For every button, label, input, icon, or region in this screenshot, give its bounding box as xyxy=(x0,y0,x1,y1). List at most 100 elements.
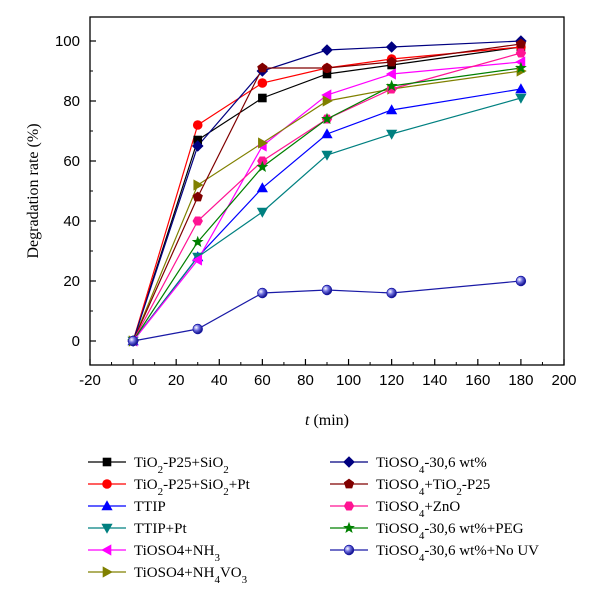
series-9-point-1 xyxy=(191,235,204,248)
x-tick-label-4: 60 xyxy=(254,372,271,389)
y-tick-label-0: 0 xyxy=(72,333,80,350)
series-10-point-4 xyxy=(386,287,397,299)
series-line-0 xyxy=(132,46,521,342)
series-7-point-3 xyxy=(321,62,333,73)
series-line-1 xyxy=(132,46,521,342)
x-tick-label-0: -20 xyxy=(79,372,101,389)
series-0-point-2 xyxy=(258,93,267,103)
legend-marker-2 xyxy=(101,500,113,511)
x-tick-label-3: 40 xyxy=(211,372,228,389)
legend-entry-8: TiOSO4+ZnO xyxy=(376,499,460,520)
y-axis-title: Degradation rate (%) xyxy=(25,123,42,258)
series-5-point-3 xyxy=(322,95,333,107)
y-tick-label-5: 100 xyxy=(55,33,80,50)
legend-entry-9: TiOSO4-30,6 wt%+PEG xyxy=(376,521,524,542)
series-8-point-1 xyxy=(192,216,203,226)
x-tick-label-1: 0 xyxy=(129,372,137,389)
legend-marker-8 xyxy=(343,501,355,511)
x-tick-label-9: 160 xyxy=(465,372,490,389)
series-8-point-5 xyxy=(515,48,527,58)
series-9-point-5 xyxy=(515,61,527,74)
series-1-point-2 xyxy=(257,78,268,88)
legend-marker-5 xyxy=(102,566,113,578)
x-tick-label-8: 140 xyxy=(422,372,447,389)
legend-entry-6: TiOSO4-30,6 wt% xyxy=(376,455,487,476)
series-line-2 xyxy=(132,88,522,342)
legend-entry-2: TTIP xyxy=(134,499,166,515)
series-line-3 xyxy=(132,97,522,342)
series-line-9 xyxy=(132,67,521,342)
legend-entry-0: TiO2-P25+SiO2 xyxy=(134,455,229,476)
series-2-point-4 xyxy=(386,104,398,115)
series-3-point-2 xyxy=(256,207,268,218)
legend-marker-10 xyxy=(343,544,355,556)
series-6-point-3 xyxy=(321,44,333,56)
y-tick-label-2: 40 xyxy=(63,213,80,230)
series-9-point-3 xyxy=(321,112,333,125)
x-tick-label-7: 120 xyxy=(379,372,404,389)
series-6-point-4 xyxy=(385,41,398,53)
series-10-point-3 xyxy=(321,284,333,296)
series-4-point-5 xyxy=(515,56,526,68)
series-4-point-3 xyxy=(321,89,332,101)
plot-area: -20 0 20 40 60 80 100 120 140 160 180 200 0 20 40 60 80 1… xyxy=(55,16,577,389)
legend-entry-5: TiOSO4+NH4VO3 xyxy=(134,565,248,586)
series-10-point-2 xyxy=(257,287,268,299)
y-tick-label-3: 60 xyxy=(63,153,80,170)
series-line-4 xyxy=(132,61,521,342)
series-0-point-1 xyxy=(193,135,203,145)
axis-ticks: -20 0 20 40 60 80 100 120 140 160 180 200 0 20 40 60 80 1… xyxy=(55,33,577,389)
legend-entry-3: TTIP+Pt xyxy=(134,521,187,537)
series-line-5 xyxy=(132,70,521,342)
legend-entry-7: TiOSO4+TiO2-P25 xyxy=(376,477,490,498)
series-7-point-1 xyxy=(192,191,203,202)
x-tick-label-5: 80 xyxy=(297,372,314,389)
series-1-point-1 xyxy=(192,120,203,130)
x-tick-label-10: 180 xyxy=(508,372,533,389)
series-10-point-0 xyxy=(127,335,139,347)
legend-marker-1 xyxy=(102,479,112,489)
series-3-point-3 xyxy=(321,150,333,161)
series-10-point-1 xyxy=(192,323,203,335)
series-7-point-2 xyxy=(257,62,268,73)
series-3-point-5 xyxy=(515,93,527,104)
series-line-10 xyxy=(132,280,521,342)
legend-marker-6 xyxy=(343,456,355,468)
series-line-7 xyxy=(132,43,521,342)
x-tick-label-2: 20 xyxy=(168,372,185,389)
series-2-point-2 xyxy=(256,182,268,193)
series-lines xyxy=(132,40,522,342)
series-line-6 xyxy=(132,40,521,342)
legend-entry-1: TiO2-P25+SiO2+Pt xyxy=(134,477,251,498)
series-9-point-4 xyxy=(385,79,398,92)
series-6-point-1 xyxy=(191,140,204,152)
legend-marker-0 xyxy=(102,457,112,467)
legend-marker-9 xyxy=(343,521,355,534)
y-tick-label-1: 20 xyxy=(63,273,80,290)
series-7-point-4 xyxy=(386,56,397,67)
legend-marker-7 xyxy=(343,478,355,489)
legend-entry-4: TiOSO4+NH3 xyxy=(134,543,220,564)
series-5-point-2 xyxy=(258,137,269,149)
series-8-point-4 xyxy=(386,84,397,94)
series-4-point-4 xyxy=(385,68,396,80)
y-tick-label-4: 80 xyxy=(63,93,80,110)
series-3-point-4 xyxy=(386,129,398,140)
series-7-point-5 xyxy=(515,38,527,49)
legend-marker-4 xyxy=(101,544,112,556)
x-tick-label-11: 200 xyxy=(551,372,576,389)
legend-marker-3 xyxy=(101,523,113,534)
series-2-point-5 xyxy=(515,83,527,94)
series-0-point-3 xyxy=(322,69,332,79)
series-4-point-1 xyxy=(191,254,203,266)
series-9-point-2 xyxy=(256,160,269,173)
series-5-point-1 xyxy=(193,179,204,191)
series-10-point-5 xyxy=(515,275,527,287)
series-markers xyxy=(127,35,527,347)
series-2-point-3 xyxy=(321,128,333,139)
legend-entry-10: TiOSO4-30,6 wt%+No UV xyxy=(376,543,539,564)
x-tick-label-6: 100 xyxy=(336,372,361,389)
x-axis-title: t (min) xyxy=(305,412,349,429)
